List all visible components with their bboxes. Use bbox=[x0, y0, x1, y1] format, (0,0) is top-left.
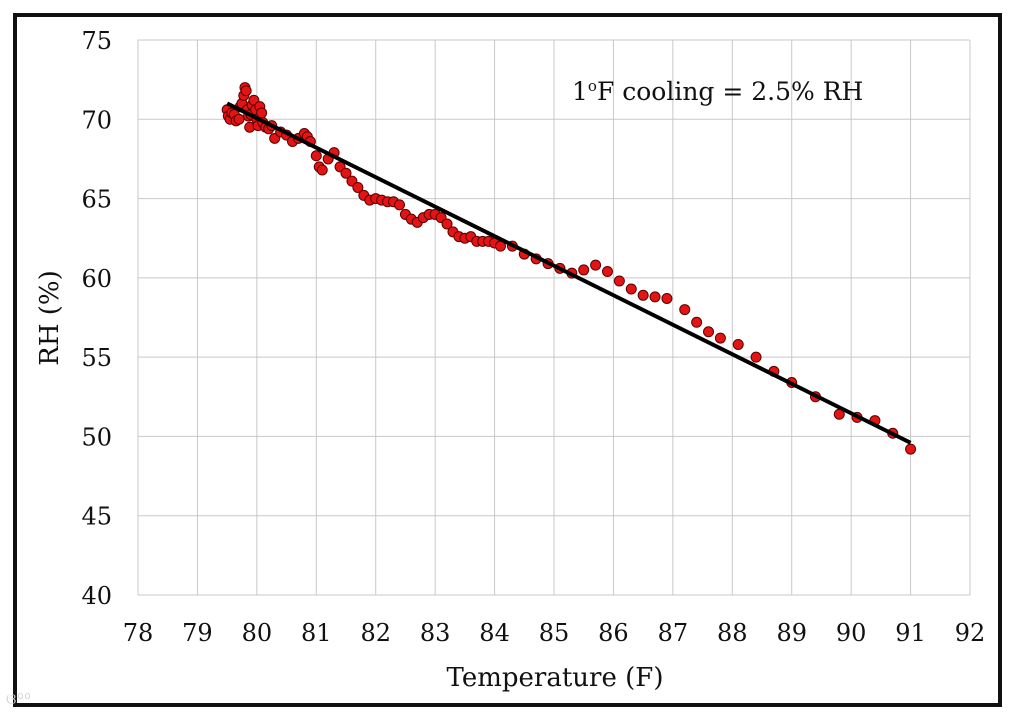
x-tick-label: 88 bbox=[717, 619, 748, 647]
x-tick-label: 87 bbox=[658, 619, 689, 647]
data-point bbox=[591, 260, 601, 270]
data-point bbox=[614, 276, 624, 286]
x-tick-label: 80 bbox=[242, 619, 273, 647]
data-point bbox=[579, 265, 589, 275]
data-point bbox=[602, 267, 612, 277]
y-tick-label: 50 bbox=[81, 423, 112, 451]
x-tick-label: 89 bbox=[776, 619, 807, 647]
x-tick-label: 83 bbox=[420, 619, 451, 647]
data-point bbox=[394, 200, 404, 210]
x-tick-labels: 78 79 80 81 82 83 84 85 86 87 88 89 90 91 92 bbox=[123, 619, 986, 647]
y-tick-label: 45 bbox=[81, 503, 112, 531]
data-point bbox=[257, 108, 267, 118]
x-tick-label: 79 bbox=[182, 619, 213, 647]
data-point bbox=[241, 86, 251, 96]
annotation-base: 1 bbox=[572, 77, 588, 106]
data-point bbox=[704, 327, 714, 337]
x-tick-label: 81 bbox=[301, 619, 332, 647]
data-point bbox=[317, 165, 327, 175]
y-tick-label: 75 bbox=[81, 27, 112, 55]
data-point bbox=[733, 339, 743, 349]
data-point bbox=[311, 151, 321, 161]
y-tick-label: 70 bbox=[81, 106, 112, 134]
y-tick-label: 65 bbox=[81, 186, 112, 214]
data-point bbox=[234, 114, 244, 124]
data-point bbox=[626, 284, 636, 294]
annotation-text: 1oF cooling = 2.5% RH bbox=[572, 77, 863, 106]
data-point bbox=[662, 293, 672, 303]
x-tick-label: 82 bbox=[360, 619, 391, 647]
data-point bbox=[638, 290, 648, 300]
x-tick-label: 84 bbox=[479, 619, 510, 647]
data-point bbox=[715, 333, 725, 343]
y-tick-labels: 40 45 50 55 60 65 70 75 bbox=[81, 27, 112, 610]
data-point bbox=[650, 292, 660, 302]
data-point bbox=[751, 352, 761, 362]
y-tick-label: 40 bbox=[81, 582, 112, 610]
data-point bbox=[906, 444, 916, 454]
y-tick-label: 55 bbox=[81, 344, 112, 372]
x-tick-label: 92 bbox=[955, 619, 986, 647]
data-point bbox=[680, 305, 690, 315]
watermark: ଓ⁰⁰ bbox=[6, 690, 31, 708]
annotation-rest: F cooling = 2.5% RH bbox=[597, 77, 863, 106]
x-tick-label: 85 bbox=[539, 619, 570, 647]
x-tick-label: 90 bbox=[836, 619, 867, 647]
trendline bbox=[227, 103, 910, 442]
x-tick-label: 78 bbox=[123, 619, 154, 647]
data-points bbox=[222, 83, 915, 455]
x-axis-title: Temperature (F) bbox=[447, 663, 664, 693]
x-tick-label: 91 bbox=[895, 619, 926, 647]
y-axis-title: RH (%) bbox=[35, 270, 65, 366]
x-tick-label: 86 bbox=[598, 619, 629, 647]
data-point bbox=[692, 317, 702, 327]
annotation-superscript: o bbox=[588, 77, 597, 95]
y-tick-label: 60 bbox=[81, 265, 112, 293]
